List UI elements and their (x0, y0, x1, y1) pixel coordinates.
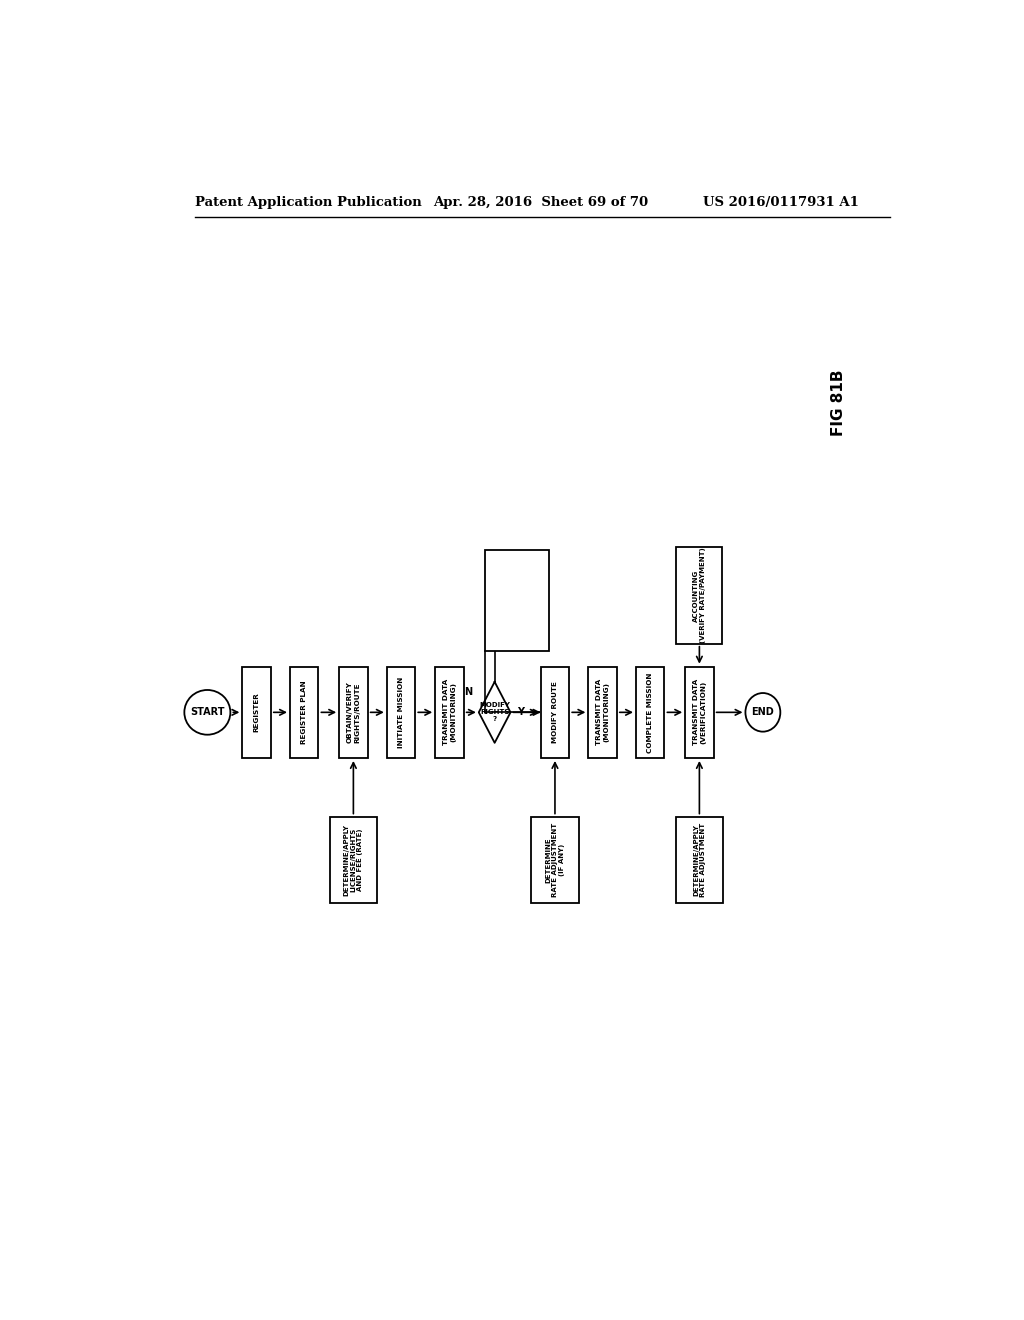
Text: N: N (465, 686, 472, 697)
Bar (531, 817, 579, 903)
Bar (243, 667, 270, 758)
Bar (541, 667, 569, 758)
Text: OBTAIN/VERIFY
RIGHTS/ROUTE: OBTAIN/VERIFY RIGHTS/ROUTE (347, 681, 359, 743)
Polygon shape (479, 682, 511, 743)
Text: MODIFY
RIGHTS
?: MODIFY RIGHTS ? (479, 702, 510, 722)
Text: INITIATE MISSION: INITIATE MISSION (398, 677, 404, 748)
Text: REGISTER PLAN: REGISTER PLAN (301, 681, 307, 744)
Bar (435, 667, 464, 758)
Text: DETERMINE/APPLY
LICENSE/RIGHTS
AND FEE (RATE): DETERMINE/APPLY LICENSE/RIGHTS AND FEE (… (343, 824, 364, 896)
Bar (588, 667, 616, 758)
Text: FIG 81B: FIG 81B (830, 370, 846, 436)
Text: ACCOUNTING
(VERIFY RATE/PAYMENT): ACCOUNTING (VERIFY RATE/PAYMENT) (693, 548, 706, 643)
Bar (676, 817, 723, 903)
Text: US 2016/0117931 A1: US 2016/0117931 A1 (703, 197, 859, 209)
Bar (290, 667, 318, 758)
Text: MODIFY ROUTE: MODIFY ROUTE (552, 681, 558, 743)
Bar (636, 667, 665, 758)
Text: TRANSMIT DATA
(MONITORING): TRANSMIT DATA (MONITORING) (596, 680, 609, 746)
Text: DETERMINE/APPLY
RATE ADJUSTMENT: DETERMINE/APPLY RATE ADJUSTMENT (693, 822, 706, 896)
Text: Apr. 28, 2016  Sheet 69 of 70: Apr. 28, 2016 Sheet 69 of 70 (433, 197, 648, 209)
Bar (387, 667, 416, 758)
Bar (330, 817, 377, 903)
Text: DETERMINE
RATE ADJUSTMENT
(IF ANY): DETERMINE RATE ADJUSTMENT (IF ANY) (545, 822, 565, 896)
Bar (339, 667, 368, 758)
Text: REGISTER: REGISTER (254, 693, 259, 733)
Bar (685, 667, 714, 758)
Text: COMPLETE MISSION: COMPLETE MISSION (647, 672, 653, 752)
Text: Y: Y (517, 708, 524, 717)
Text: END: END (752, 708, 774, 717)
Text: TRANSMIT DATA
(MONITORING): TRANSMIT DATA (MONITORING) (443, 680, 456, 746)
Bar (677, 548, 722, 644)
Bar (485, 549, 549, 651)
Text: START: START (190, 708, 224, 717)
Text: TRANSMIT DATA
(VERIFICATION): TRANSMIT DATA (VERIFICATION) (693, 680, 706, 746)
Text: Patent Application Publication: Patent Application Publication (196, 197, 422, 209)
